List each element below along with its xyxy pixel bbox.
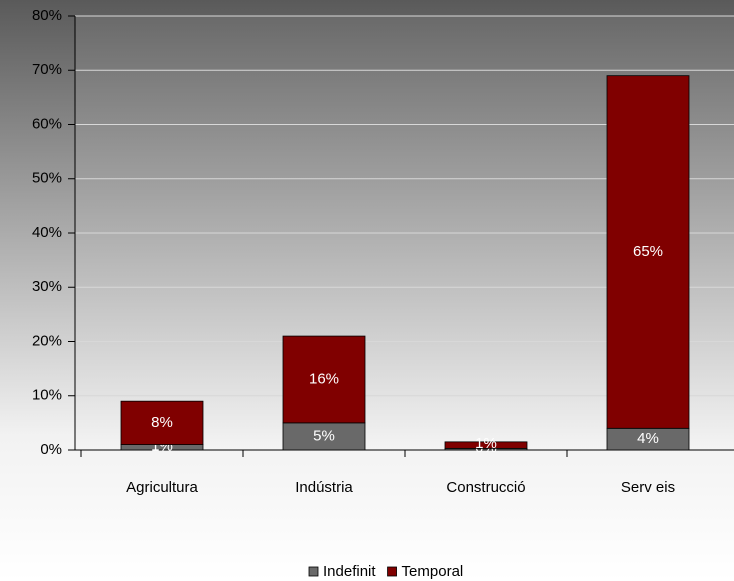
x-tick-label: Serv eis [621, 479, 675, 496]
data-label: 4% [637, 430, 659, 447]
data-label: 65% [633, 243, 663, 260]
legend-label: Temporal [402, 563, 464, 580]
y-tick-label: 60% [32, 115, 62, 132]
y-tick-label: 40% [32, 224, 62, 241]
x-tick-label: Construcció [446, 479, 525, 496]
y-tick-label: 20% [32, 332, 62, 349]
bar-segment [282, 422, 366, 451]
y-tick-label: 70% [32, 61, 62, 78]
y-tick-label: 10% [32, 387, 62, 404]
data-label: 16% [309, 370, 339, 387]
bar-segment [120, 400, 204, 445]
x-tick-label: Indústria [295, 479, 353, 496]
data-label: 8% [151, 414, 173, 431]
data-label: 1% [475, 435, 497, 452]
y-tick-label: 0% [40, 441, 62, 458]
x-tick-label: Agricultura [126, 479, 198, 496]
data-label: 5% [313, 427, 335, 444]
legend-swatch [387, 566, 397, 577]
legend-label: Indefinit [323, 563, 376, 580]
y-tick-label: 50% [32, 170, 62, 187]
bar-segment [282, 335, 366, 424]
y-tick-label: 30% [32, 278, 62, 295]
bar-segment [444, 441, 528, 449]
bar-segment [606, 75, 690, 429]
y-tick-label: 80% [32, 7, 62, 24]
legend-swatch [308, 566, 319, 577]
